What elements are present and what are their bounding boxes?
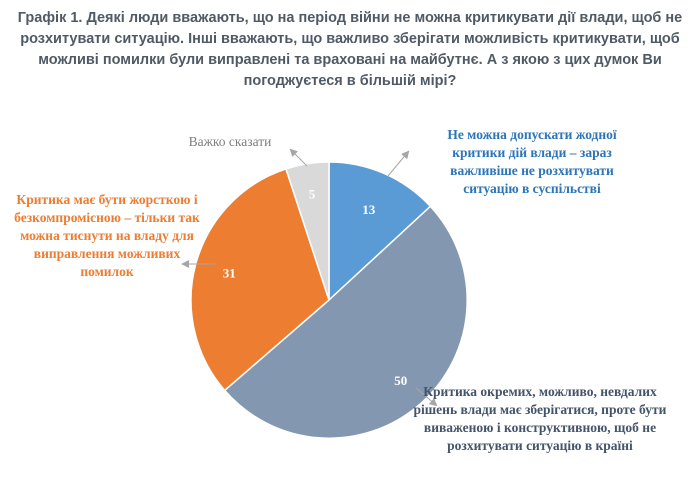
leader-line-no-criticism	[387, 150, 410, 177]
pie-slice-harsh-criticism	[190, 167, 330, 392]
pie-slice-no-criticism	[328, 161, 432, 302]
category-label-no-criticism: Не можна допускати жодної критики дій вл…	[447, 127, 617, 196]
value-label-harsh-criticism: 31	[223, 265, 236, 280]
category-label-balanced-criticism: Критика окремих, можливо, невдалих рішен…	[413, 384, 667, 453]
chart-title: Графік 1. Деякі люди вважають, що на пер…	[17, 10, 683, 89]
leader-line-balanced-criticism	[415, 387, 438, 407]
category-label-hard-to-say: Важко сказати	[188, 134, 272, 149]
value-label-hard-to-say: 5	[309, 187, 316, 202]
value-label-balanced-criticism: 50	[394, 373, 407, 388]
leader-line-hard-to-say	[289, 148, 308, 167]
pie-slice-balanced-criticism	[223, 205, 468, 439]
pie-slice-hard-to-say	[284, 161, 330, 301]
value-label-no-criticism: 13	[362, 202, 376, 217]
category-label-harsh-criticism: Критика має бути жорсткою і безкомпроміс…	[14, 192, 200, 279]
